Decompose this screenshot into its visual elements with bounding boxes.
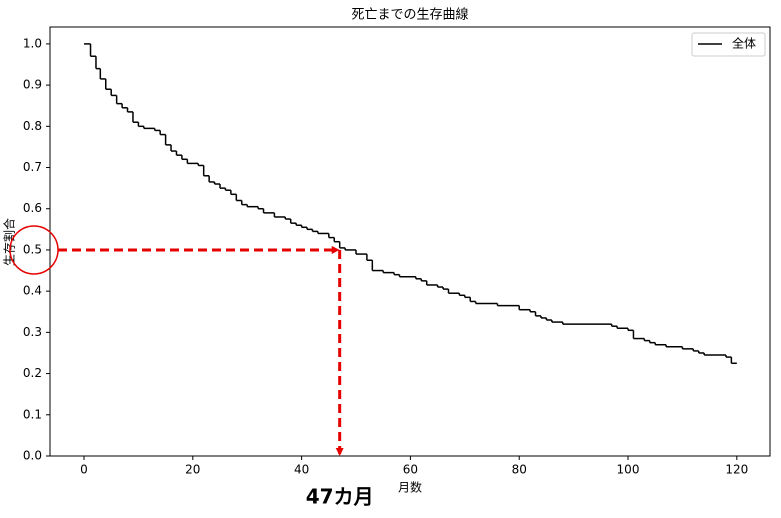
- y-tick-label: 0.3: [23, 325, 42, 339]
- y-tick-label: 0.9: [23, 78, 42, 92]
- y-tick-label: 0.0: [23, 449, 42, 463]
- y-tick-label: 0.7: [23, 160, 42, 174]
- y-tick-label: 0.2: [23, 366, 42, 380]
- y-tick-label: 0.6: [23, 201, 42, 215]
- x-tick-label: 60: [403, 463, 418, 477]
- y-tick-label: 0.5: [23, 242, 42, 256]
- x-tick-label: 80: [512, 463, 527, 477]
- x-tick-label: 0: [80, 463, 88, 477]
- annotation-text: 47カ月: [306, 485, 374, 509]
- legend-box: [691, 32, 766, 57]
- y-tick-label: 0.1: [23, 407, 42, 421]
- y-tick-label: 0.8: [23, 119, 42, 133]
- y-tick-label: 1.0: [23, 36, 42, 50]
- legend-label: 全体: [732, 36, 756, 51]
- annotation-circle: [9, 225, 59, 275]
- x-axis-label: 月数: [398, 480, 422, 495]
- x-tick-label: 120: [725, 463, 748, 477]
- plot-frame: [49, 26, 771, 457]
- y-axis-label: 生存割合: [2, 218, 17, 266]
- chart-title: 死亡までの生存曲線: [351, 7, 468, 23]
- x-tick-label: 40: [294, 463, 309, 477]
- x-tick-label: 20: [185, 463, 200, 477]
- legend: 全体: [691, 32, 766, 57]
- y-tick-label: 0.4: [23, 284, 42, 298]
- x-tick-label: 100: [617, 463, 640, 477]
